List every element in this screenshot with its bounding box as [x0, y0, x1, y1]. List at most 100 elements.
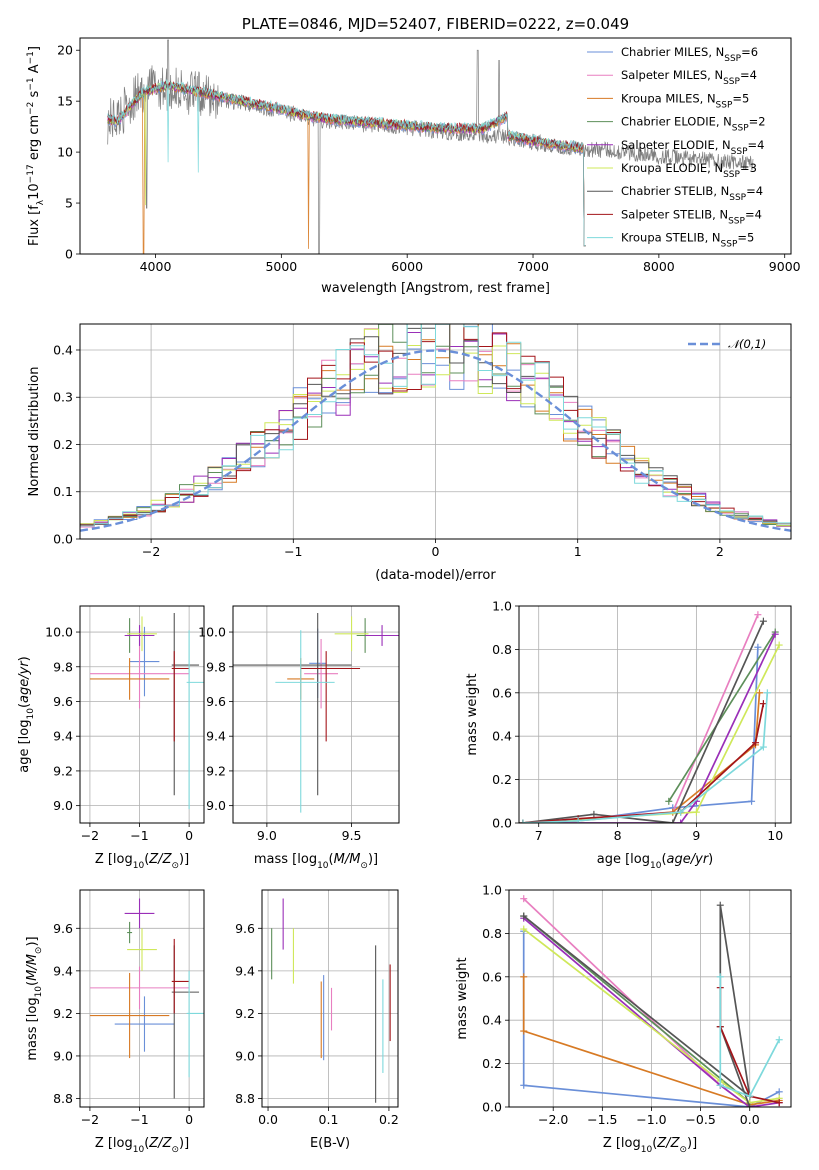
mass_vs_Z-points [89, 898, 204, 1099]
y-tick-label: 0.1 [53, 484, 73, 499]
y-tick-label: 9.2 [206, 763, 226, 778]
x-tick-label: 9.5 [342, 828, 362, 843]
model-spectrum-salp_elodie [107, 81, 586, 247]
legend-entry-part: SSP [729, 193, 746, 203]
age-vs-Z-xlabel-part: ⊙ [171, 861, 179, 871]
x-tick-label: 7 [535, 828, 543, 843]
y-tick-label: 0 [65, 247, 73, 262]
legend-entry-part: SSP [724, 54, 741, 64]
legend-entry-part: Salpeter STELIB, N [621, 207, 728, 221]
legend-entry-part: =5 [737, 231, 754, 245]
y-tick-label: 8.8 [53, 1091, 73, 1106]
x-tick-label: 8000 [643, 259, 675, 274]
legend-entry-part: SSP [716, 100, 733, 110]
x-tick-label: −1.0 [636, 1112, 666, 1127]
legend-entry: Salpeter MILES, NSSP=4 [621, 68, 757, 87]
age-vs-Z-xlabel-part: )] [179, 852, 189, 867]
x-tick-label: 9 [692, 828, 700, 843]
massweight_vs_age-frame [518, 605, 792, 824]
legend-entry: Chabrier ELODIE, NSSP=2 [621, 115, 766, 134]
age_vs_mass-frame [232, 605, 400, 824]
massweight-vs-age-xlabel-part: age/yr [667, 852, 710, 867]
age-vs-mass-xlabel-part: )] [368, 852, 378, 867]
y-tick-label: 0.4 [53, 342, 73, 357]
mass-vs-Z-ylabel: mass [log10(M/M⊙)] [25, 936, 44, 1060]
residuals-ylabel: Normed distribution [27, 367, 42, 497]
spectrum-axes: 4000 5000 6000 7000 8000 9000 0 5 10 15 20 [57, 43, 801, 274]
age_vs_mass-points [233, 612, 399, 813]
legend-normal-label: 𝒩(0,1) [728, 337, 766, 351]
massweight-vs-age-xlabel-part: 10 [650, 861, 662, 871]
massweight-line-salp_elodie [523, 917, 780, 1107]
age-ylabel-group: age [log10(age/yr) [17, 656, 36, 773]
x-tick-label: 6000 [391, 259, 423, 274]
model-spectrum-krou_elodie [107, 80, 586, 247]
y-tick-label: 9.8 [53, 659, 73, 674]
legend-entry-part: =4 [748, 138, 765, 152]
massweight_vs_age-series [519, 611, 783, 823]
massweight-vs-age-xlabel-part: age [log [597, 852, 650, 867]
mass-vs-Z-xlabel: Z [log10(Z/Z⊙)] [95, 1136, 189, 1155]
massweight-vs-Z-xlabel-part: Z [log [603, 1136, 641, 1151]
massweight-vs-age-xlabel-part: ) [708, 852, 713, 867]
y-tick-label: 0.6 [492, 685, 512, 700]
age-vs-mass-xlabel-part: 10 [317, 861, 329, 871]
y-tick-label: 1.0 [492, 599, 512, 614]
x-tick-label: 0.0 [258, 1112, 278, 1127]
mass-vs-Z-xlabel-part: )] [179, 1136, 189, 1151]
age-vs-mass-xlabel-part: ( [329, 852, 334, 867]
spectrum-ylabel-group: Flux [fλ10−17 erg cm−2 s−1 A−1] [26, 46, 46, 246]
mass-vs-Z-xlabel-part: ( [144, 1136, 149, 1151]
y-tick-label: 9.6 [53, 694, 73, 709]
y-tick-label: 9.2 [53, 763, 73, 778]
residuals-axes: −2 −1 0 1 2 0.0 0.1 0.2 0.3 0.4 [53, 324, 791, 559]
massweight-vs-Z-xlabel-part: Z/Z [656, 1136, 680, 1151]
legend-entry-part: =4 [746, 184, 763, 198]
spectrum-frame [79, 37, 792, 255]
y-tick-label: 0.2 [53, 437, 73, 452]
spectrum-ylabel-part: 10 [27, 183, 42, 200]
legend-entry-part: =4 [740, 68, 757, 82]
y-tick-label: 9.2 [53, 1006, 73, 1021]
y-tick-label: 0.8 [492, 642, 512, 657]
age_vs_Z-points [89, 612, 204, 810]
massweight-vs-Z-xlabel: Z [log10(Z/Z⊙)] [603, 1136, 697, 1155]
mass-vs-Z-ylabel-part: ⊙ [34, 947, 44, 955]
legend-entry-part: =3 [740, 161, 757, 175]
y-tick-label: 1.0 [482, 883, 502, 898]
mass-vs-Z-ylabel-part: 10 [34, 986, 44, 998]
x-tick-label: 0.0 [740, 1112, 760, 1127]
y-tick-label: 0.4 [492, 729, 512, 744]
spectrum-ylabel-part: A [27, 64, 42, 77]
legend-entry-part: Chabrier ELODIE, N [621, 115, 732, 129]
massweight-line-chab_miles [522, 647, 759, 823]
model-spectrum-chab_miles [107, 84, 586, 247]
model-spectrum-chab_stelib [107, 80, 586, 247]
age-vs-Z-xlabel-part: ( [144, 852, 149, 867]
legend-entry: Kroupa MILES, NSSP=5 [621, 91, 749, 110]
y-tick-label: 9.0 [206, 798, 226, 813]
age-vs-Z-xlabel: Z [log10(Z/Z⊙)] [95, 852, 189, 871]
age-vs-mass-xlabel-part: M/M [334, 852, 361, 867]
y-tick-label: 9.6 [53, 921, 73, 936]
legend-entry-part: Salpeter MILES, N [621, 68, 723, 82]
legend-entry-part: SSP [731, 147, 748, 157]
y-tick-label: 10 [57, 145, 73, 160]
x-tick-label: 0 [185, 1112, 193, 1127]
x-tick-label: 0 [432, 544, 440, 559]
y-tick-label: 10.0 [198, 625, 226, 640]
age-vs-mass-xlabel: mass [log10(M/M⊙)] [254, 852, 378, 871]
y-tick-label: 0.2 [492, 772, 512, 787]
spectrum-lines [107, 39, 754, 254]
y-tick-label: 5 [65, 196, 73, 211]
x-tick-label: 0.2 [379, 1112, 399, 1127]
y-tick-label: 0.0 [492, 816, 512, 831]
x-tick-label: −1 [130, 1112, 148, 1127]
mass-ylabel-group: mass [log10(M/M⊙)] [25, 936, 44, 1060]
legend-entry-part: Kroupa ELODIE, N [621, 161, 723, 175]
age_vs_Z-frame [79, 605, 205, 824]
mass-vs-Z-xlabel-part: ⊙ [171, 1145, 179, 1155]
y-tick-label: 9.0 [235, 1048, 255, 1063]
legend-entry-part: SSP [728, 216, 745, 226]
